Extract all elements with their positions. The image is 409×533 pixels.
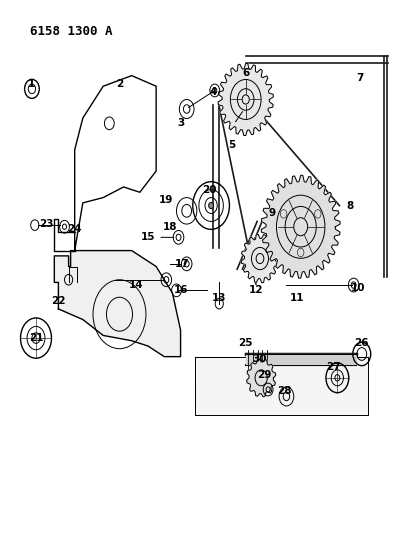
Polygon shape [261,175,339,278]
Text: 13: 13 [211,293,226,303]
Text: 21: 21 [29,333,43,343]
Text: 27: 27 [325,362,340,372]
Text: 30: 30 [252,354,267,364]
Text: 11: 11 [289,293,303,303]
Text: 8: 8 [345,200,352,211]
Text: 4: 4 [209,86,216,96]
Text: 16: 16 [173,285,187,295]
Text: 7: 7 [355,73,362,83]
Text: 5: 5 [227,140,234,150]
Text: 23: 23 [39,219,53,229]
Polygon shape [54,251,180,357]
Text: 15: 15 [140,232,155,243]
Polygon shape [218,63,273,135]
Text: 28: 28 [276,386,291,396]
Text: 9: 9 [268,208,275,219]
Text: 26: 26 [354,338,368,349]
Text: 1: 1 [28,78,36,88]
Text: 29: 29 [256,370,271,380]
Text: 14: 14 [128,280,143,290]
Text: 25: 25 [238,338,252,349]
Text: 10: 10 [350,282,364,293]
Text: 24: 24 [67,224,82,235]
Text: 22: 22 [51,296,65,306]
Text: 2: 2 [116,78,123,88]
Text: 20: 20 [201,184,216,195]
Polygon shape [241,235,278,283]
Text: 18: 18 [163,222,177,232]
Polygon shape [194,357,367,415]
Text: 6158 1300 A: 6158 1300 A [30,25,112,38]
Text: 12: 12 [248,285,263,295]
Text: 19: 19 [159,195,173,205]
Text: 17: 17 [175,259,189,269]
Text: 6: 6 [241,68,249,78]
Circle shape [208,203,213,209]
Polygon shape [246,359,275,397]
Text: 3: 3 [177,118,184,128]
